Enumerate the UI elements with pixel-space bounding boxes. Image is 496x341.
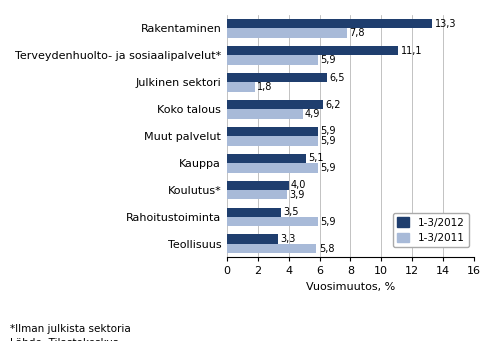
Bar	[227, 127, 318, 136]
Bar	[227, 28, 347, 38]
Bar	[227, 234, 278, 244]
Bar	[227, 46, 398, 55]
Bar	[227, 244, 316, 253]
X-axis label: Vuosimuutos, %: Vuosimuutos, %	[306, 282, 395, 292]
Text: 5,9: 5,9	[320, 217, 336, 227]
Text: 5,9: 5,9	[320, 127, 336, 136]
Text: 5,1: 5,1	[308, 153, 323, 163]
Text: 4,0: 4,0	[291, 180, 307, 190]
Bar	[227, 163, 318, 173]
Text: 3,9: 3,9	[289, 190, 305, 200]
Text: 3,5: 3,5	[283, 207, 299, 217]
Bar	[227, 82, 254, 92]
Text: 11,1: 11,1	[401, 46, 422, 56]
Text: 5,9: 5,9	[320, 136, 336, 146]
Text: *Ilman julkista sektoria: *Ilman julkista sektoria	[10, 324, 130, 334]
Text: 7,8: 7,8	[350, 28, 365, 38]
Bar	[227, 190, 287, 199]
Text: 6,5: 6,5	[329, 73, 345, 83]
Text: 6,2: 6,2	[325, 100, 340, 109]
Bar	[227, 154, 306, 163]
Text: 3,3: 3,3	[280, 234, 296, 244]
Text: 13,3: 13,3	[434, 19, 456, 29]
Bar	[227, 217, 318, 226]
Legend: 1-3/2012, 1-3/2011: 1-3/2012, 1-3/2011	[393, 213, 469, 247]
Text: 5,8: 5,8	[319, 243, 334, 254]
Text: 5,9: 5,9	[320, 55, 336, 65]
Text: 5,9: 5,9	[320, 163, 336, 173]
Bar	[227, 109, 303, 119]
Bar	[227, 73, 327, 82]
Text: Lähde: Tilastokeskus: Lähde: Tilastokeskus	[10, 338, 118, 341]
Bar	[227, 181, 289, 190]
Bar	[227, 55, 318, 65]
Bar	[227, 208, 281, 217]
Bar	[227, 100, 322, 109]
Text: 1,8: 1,8	[257, 82, 272, 92]
Bar	[227, 19, 433, 28]
Text: 4,9: 4,9	[305, 109, 320, 119]
Bar	[227, 136, 318, 146]
